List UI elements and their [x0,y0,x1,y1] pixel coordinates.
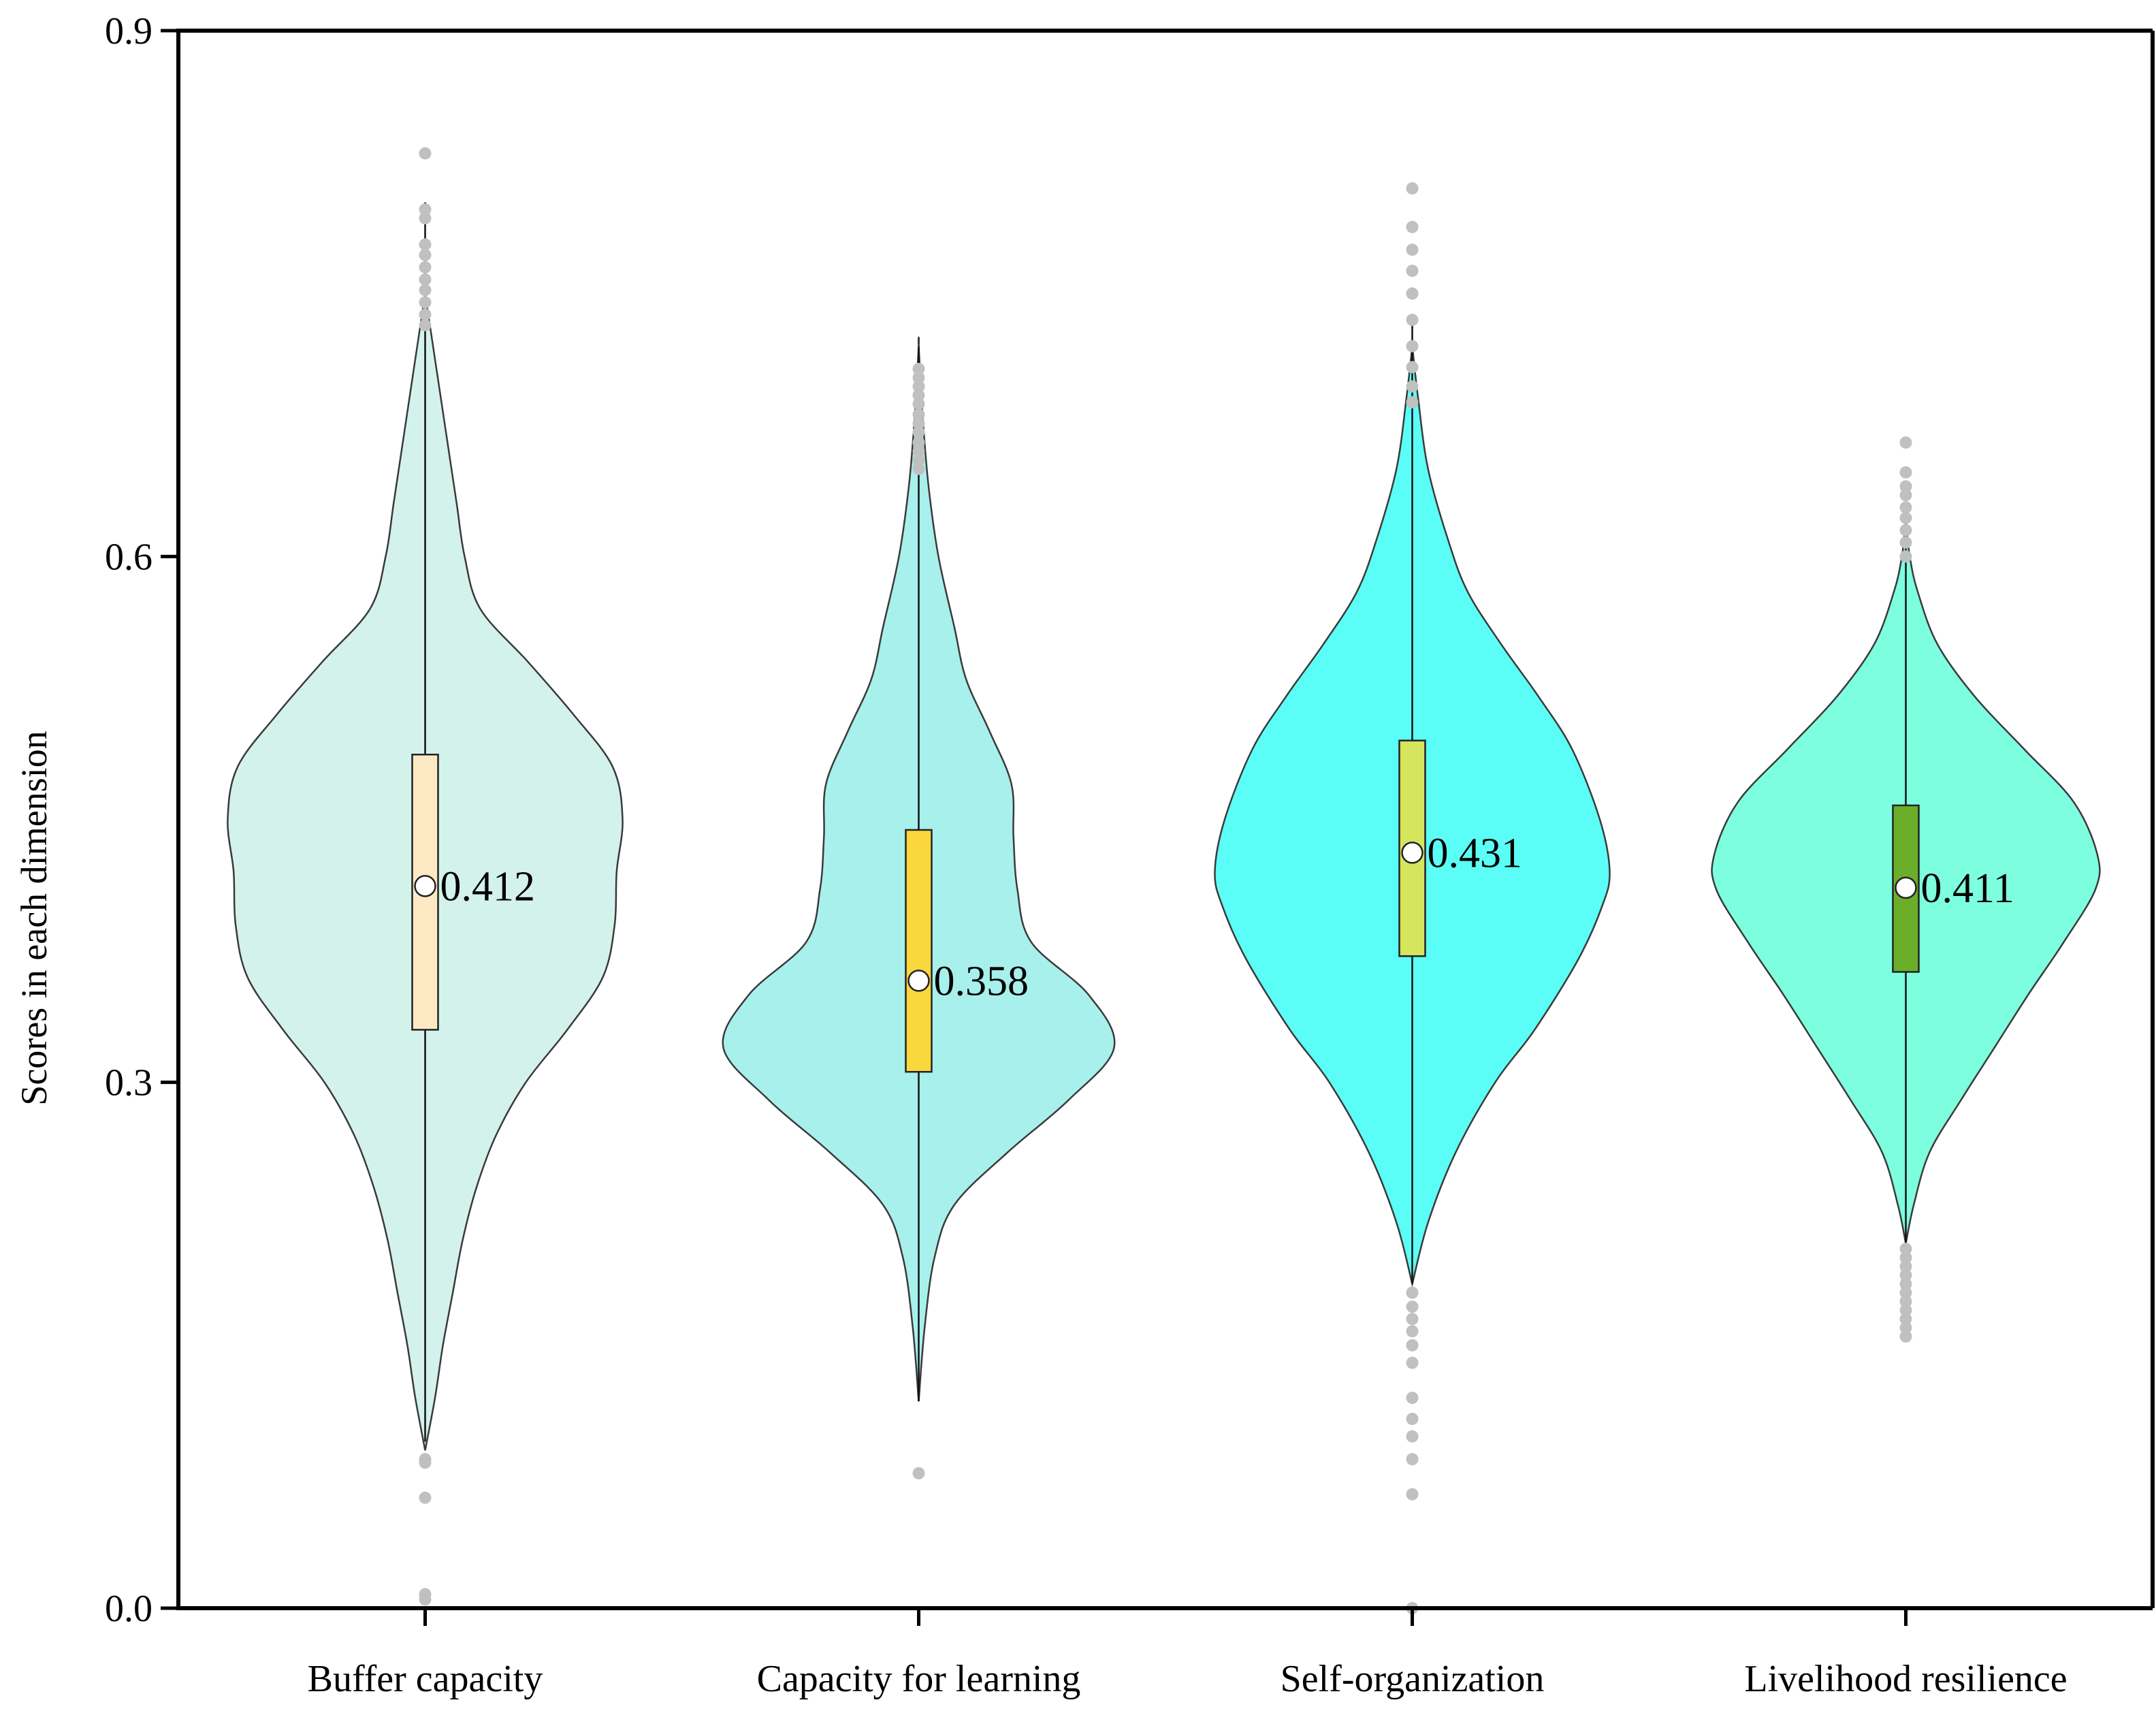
outlier-point [912,417,925,430]
outlier-point [912,380,925,393]
x-tick-label: Self-organization [1281,1658,1545,1700]
outlier-point [1406,182,1419,195]
median-label: 0.411 [1921,865,2014,912]
outlier-point [1899,1251,1912,1264]
outlier-point [419,147,432,160]
violin-group-buffer-capacity: 0.412 [227,147,624,1606]
outlier-point [419,261,432,274]
outlier-point [1899,1322,1912,1334]
outlier-point [1406,396,1419,409]
outlier-point [419,1456,432,1469]
outlier-point [419,319,432,332]
axes [176,29,2155,1610]
median-marker [414,875,436,897]
outlier-point [1899,1260,1912,1273]
outlier-point [1899,511,1912,524]
outlier-point [1406,221,1419,234]
outlier-point [912,398,925,411]
outlier-point [419,238,432,251]
outlier-point [1406,361,1419,374]
outlier-point [419,273,432,286]
outlier-point [1899,1286,1912,1299]
outlier-point [1899,536,1912,549]
outlier-point [912,462,925,475]
median-marker [907,970,930,992]
median-marker [1895,876,1917,899]
violin-group-livelihood-resilience: 0.411 [1711,436,2101,1343]
outlier-point [912,453,925,466]
outlier-point [1899,501,1912,514]
outlier-point [912,389,925,402]
outlier-point [1406,243,1419,256]
x-tick-label: Buffer capacity [308,1658,543,1700]
outlier-point [419,296,432,309]
outlier-point [912,1467,925,1480]
x-tick-label: Capacity for learning [757,1658,1081,1700]
outlier-point [1899,1304,1912,1317]
outlier-point [912,371,925,384]
violin-group-capacity-for-learning: 0.358 [722,336,1116,1480]
outlier-point [419,1593,432,1606]
violin-group-self-organization: 0.431 [1214,182,1611,1614]
outlier-point [1899,524,1912,537]
outlier-point [1406,1453,1419,1466]
outlier-point [1899,436,1912,449]
outlier-point [419,284,432,297]
outlier-point [912,436,925,449]
plot-marks: 0.412 0.358 0.431 0.411 [227,147,2101,1614]
median-label: 0.431 [1428,830,1523,876]
outlier-point [912,408,925,421]
outlier-point [1899,550,1912,563]
y-tick-label: 0.9 [105,10,152,52]
outlier-point [1899,1313,1912,1326]
y-tick-label: 0.3 [105,1062,152,1104]
outlier-point [1406,1300,1419,1313]
x-tick-label: Livelihood resilience [1744,1658,2067,1700]
median-label: 0.412 [440,863,536,910]
outlier-point [1406,287,1419,300]
outlier-point [1406,1313,1419,1326]
outlier-point [912,426,925,438]
outlier-point [1406,1325,1419,1338]
outlier-point [1406,313,1419,326]
outlier-point [1899,466,1912,479]
outlier-point [1406,1356,1419,1369]
outlier-point [1899,1268,1912,1281]
outlier-point [1899,1243,1912,1256]
outlier-point [419,308,432,321]
outlier-point [1406,1488,1419,1501]
outlier-point [1899,1330,1912,1343]
outlier-point [1899,489,1912,502]
outlier-point [1406,1412,1419,1425]
y-axis-title: Scores in each dimension [14,731,54,1105]
x-ticks: Buffer capacity Capacity for learning Self… [308,1608,2067,1700]
outlier-point [1899,1295,1912,1308]
outlier-point [1899,1277,1912,1290]
y-tick-label: 0.6 [105,536,152,578]
median-marker [1401,842,1423,864]
outlier-point [419,212,432,225]
iqr-box [905,829,933,1073]
outlier-point [1406,1286,1419,1299]
y-ticks: 0.0 0.3 0.6 0.9 [105,10,178,1630]
outlier-point [419,249,432,261]
outlier-point [1406,1392,1419,1405]
y-tick-label: 0.0 [105,1588,152,1630]
median-label: 0.358 [934,958,1029,1004]
outlier-point [419,1491,432,1504]
outlier-point [1406,380,1419,393]
outlier-point [912,445,925,458]
outlier-point [419,203,432,216]
outlier-point [1406,1430,1419,1443]
outlier-point [1406,264,1419,277]
outlier-point [912,362,925,375]
outlier-point [1899,480,1912,493]
outlier-point [1406,1339,1419,1352]
outlier-point [1406,340,1419,353]
